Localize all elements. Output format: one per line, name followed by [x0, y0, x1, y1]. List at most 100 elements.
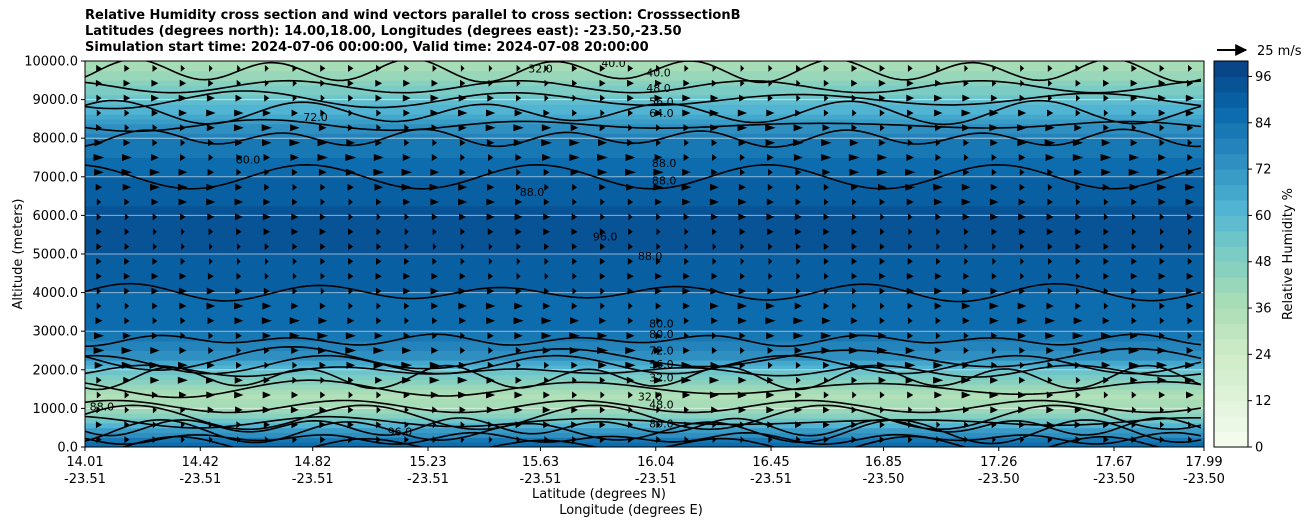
- rh-band: [85, 263, 1204, 269]
- wind-vector: [851, 376, 858, 384]
- wind-vector: [627, 198, 634, 206]
- colorbar-step: [1214, 416, 1248, 433]
- colorbar-step: [1214, 400, 1248, 417]
- wind-vector: [261, 124, 272, 132]
- wind-vector: [653, 361, 664, 369]
- wind-vector: [935, 79, 942, 87]
- rh-band: [85, 389, 1204, 395]
- wind-vector: [404, 317, 409, 325]
- wind-vector: [1159, 139, 1165, 147]
- wind-vector: [1047, 376, 1053, 384]
- wind-vector: [179, 79, 187, 87]
- wind-vector: [600, 243, 606, 251]
- plot-area: 32.0 40.040.048.056.064.072.080.0 88.088.0…: [84, 60, 1205, 448]
- wind-vector: [766, 213, 775, 221]
- x-tick-label-lon: -23.51: [635, 472, 677, 487]
- wind-vector: [626, 332, 635, 340]
- wind-vector: [906, 94, 915, 102]
- wind-vector: [235, 332, 242, 340]
- wind-vector: [1102, 317, 1110, 325]
- wind-vector: [768, 272, 773, 280]
- wind-vector: [404, 257, 410, 265]
- wind-vector: [905, 168, 916, 176]
- y-tick-label: 4000.0: [33, 286, 79, 301]
- wind-vector: [1186, 347, 1194, 354]
- wind-vector: [1158, 79, 1166, 87]
- wind-vector: [654, 94, 663, 102]
- wind-vector: [878, 79, 886, 87]
- wind-vector: [292, 198, 298, 206]
- rh-band: [85, 234, 1204, 241]
- wind-vector: [904, 361, 916, 369]
- wind-vector: [318, 347, 328, 354]
- wind-vector: [320, 94, 325, 102]
- wind-vector: [823, 257, 829, 265]
- wind-vector: [376, 406, 381, 414]
- contour-line: [85, 118, 1202, 133]
- wind-vector: [824, 94, 829, 102]
- rh-band: [85, 61, 1204, 67]
- wind-vector: [1187, 406, 1193, 414]
- wind-vector: [152, 257, 158, 265]
- wind-vector: [124, 421, 130, 429]
- x-tick-label-lon: -23.50: [1093, 472, 1135, 487]
- wind-vector: [684, 243, 689, 251]
- rh-band: [85, 273, 1204, 279]
- wind-vector: [738, 317, 747, 325]
- wind-vector: [1045, 317, 1056, 325]
- wind-vector: [347, 124, 354, 132]
- wind-vector: [851, 183, 858, 191]
- wind-vector: [262, 109, 271, 117]
- wind-vector: [178, 361, 188, 369]
- wind-vector: [1130, 94, 1138, 102]
- wind-vector: [1019, 168, 1025, 176]
- wind-vector: [1103, 436, 1109, 444]
- colorbar-step: [1214, 184, 1248, 201]
- y-tick-label: 0.0: [57, 441, 78, 456]
- wind-vector: [263, 198, 271, 206]
- wind-vector: [599, 183, 606, 191]
- wind-vector: [824, 198, 829, 206]
- wind-vector: [121, 361, 133, 369]
- wind-vector: [347, 421, 354, 429]
- wind-vector: [320, 64, 326, 72]
- wind-vector: [1073, 347, 1083, 354]
- wind-vector: [124, 198, 130, 206]
- wind-vector: [207, 272, 214, 280]
- rh-band: [85, 422, 1204, 429]
- wind-vector: [852, 213, 857, 221]
- wind-vector: [206, 94, 215, 102]
- wind-vector: [150, 183, 160, 191]
- wind-vector: [318, 317, 328, 325]
- rh-band: [85, 196, 1204, 202]
- wind-vector: [124, 228, 130, 236]
- wind-vector: [740, 272, 745, 280]
- wind-vector: [1019, 287, 1026, 295]
- rh-band: [85, 374, 1204, 380]
- wind-vector: [460, 154, 465, 161]
- wind-vector: [488, 347, 493, 354]
- wind-vector: [1131, 436, 1137, 444]
- wind-vector: [936, 257, 941, 265]
- wind-vector: [989, 302, 999, 310]
- wind-vector: [879, 198, 885, 206]
- wind-vector: [94, 332, 104, 340]
- wind-vector: [572, 391, 578, 399]
- wind-vector: [320, 287, 325, 295]
- wind-vector: [376, 317, 382, 325]
- wind-vector: [1187, 154, 1193, 161]
- wind-vector: [572, 287, 577, 295]
- wind-vector: [515, 376, 522, 384]
- contour-line: [85, 415, 1201, 429]
- wind-vector: [796, 436, 801, 444]
- wind-vector: [458, 391, 468, 399]
- wind-vector: [963, 406, 970, 414]
- wind-vector: [628, 109, 633, 117]
- wind-vector: [403, 287, 411, 295]
- wind-vector: [627, 94, 634, 102]
- wind-vector: [992, 436, 996, 444]
- wind-vector: [373, 154, 384, 161]
- wind-vector: [488, 64, 493, 72]
- wind-vector: [1103, 257, 1109, 265]
- wind-vector: [712, 436, 717, 444]
